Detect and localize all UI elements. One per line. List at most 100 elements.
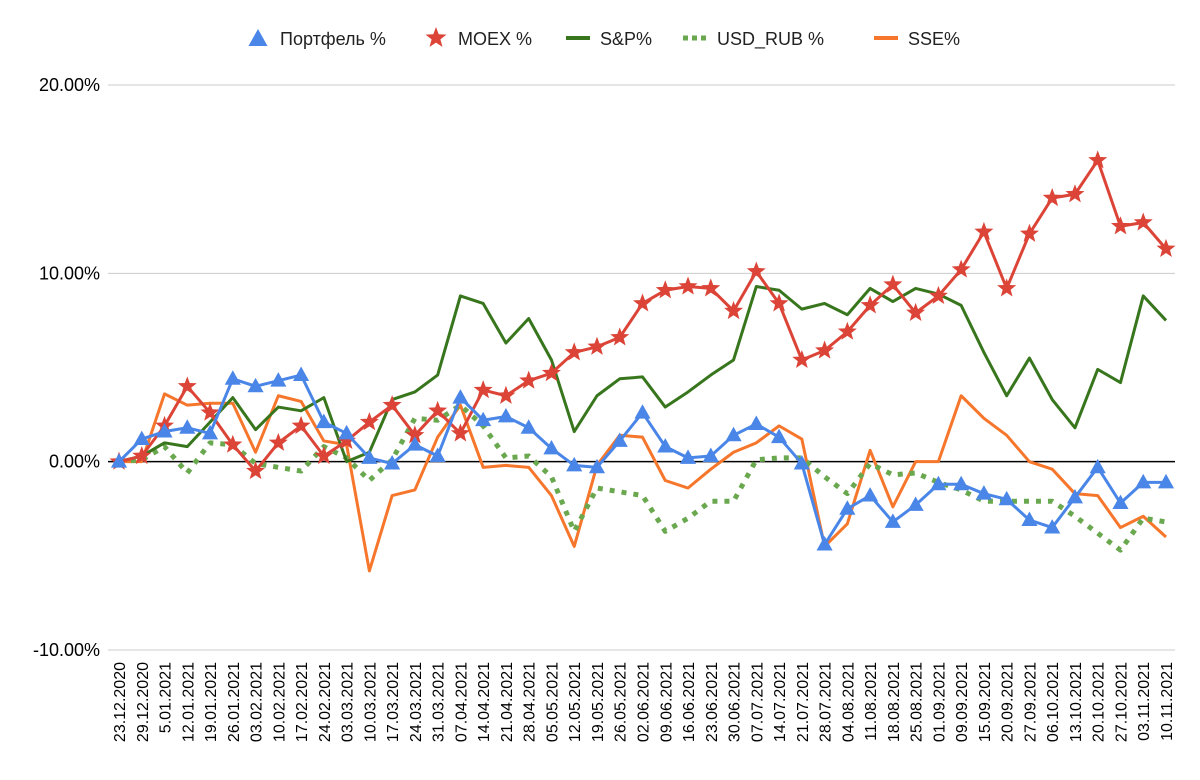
x-tick-label: 28.07.2021	[818, 662, 835, 742]
x-tick-label: 09.09.2021	[954, 662, 971, 742]
x-tick-label: 19.05.2021	[590, 662, 607, 742]
y-axis-ticks: 20.00% 10.00% 0.00% -10.00%	[33, 75, 100, 660]
series-moex	[109, 150, 1176, 480]
data-point	[634, 404, 651, 419]
series-line	[118, 285, 1168, 464]
data-point	[998, 490, 1015, 506]
x-tick-label: 18.08.2021	[886, 662, 903, 742]
data-point	[384, 455, 401, 470]
legend-label: SSE%	[908, 29, 960, 49]
data-point	[770, 428, 788, 444]
data-point	[907, 496, 924, 511]
data-point	[519, 370, 539, 389]
data-point	[1065, 184, 1085, 203]
data-point	[906, 302, 926, 321]
data-point	[1156, 238, 1176, 257]
x-tick-label: 29.12.2020	[135, 662, 152, 742]
data-point	[793, 455, 810, 470]
legend-item-s-p: S&P%	[566, 29, 652, 49]
x-tick-label: 01.09.2021	[931, 662, 948, 742]
data-point	[816, 536, 833, 551]
data-point	[837, 321, 857, 340]
data-point	[679, 449, 697, 464]
data-point	[769, 293, 789, 312]
data-point	[930, 475, 947, 491]
x-tick-label: 19.01.2021	[203, 662, 220, 742]
data-point	[541, 363, 561, 382]
data-point	[725, 426, 742, 442]
x-tick-label: 30.06.2021	[727, 662, 744, 742]
data-point	[632, 293, 653, 312]
data-point	[1021, 511, 1038, 526]
data-point	[268, 432, 288, 451]
data-point	[610, 327, 630, 346]
data-point	[543, 439, 560, 455]
data-point	[496, 385, 516, 404]
x-tick-label: 23.06.2021	[704, 662, 721, 742]
x-tick-label: 27.10.2021	[1113, 662, 1130, 742]
data-point	[133, 430, 150, 446]
x-tick-label: 04.08.2021	[840, 662, 857, 742]
x-tick-label: 12.01.2021	[180, 662, 197, 742]
data-point	[746, 261, 766, 280]
data-point	[678, 276, 698, 295]
data-point	[315, 413, 332, 429]
x-tick-label: 05.05.2021	[544, 662, 561, 742]
y-tick-label: 0.00%	[49, 452, 100, 472]
x-tick-label: 21.04.2021	[499, 662, 516, 742]
data-point	[110, 453, 128, 468]
legend-label: USD_RUB %	[717, 29, 824, 50]
data-point	[224, 370, 241, 385]
data-point	[452, 389, 469, 404]
data-point	[406, 436, 423, 451]
x-tick-label: 31.03.2021	[431, 662, 448, 742]
x-tick-label: 07.04.2021	[453, 662, 470, 742]
legend: Портфель % MOEX % S&P% USD_RUB % SSE%	[248, 27, 960, 50]
data-point	[1019, 223, 1039, 242]
legend-item-usd-rub: USD_RUB %	[683, 29, 824, 50]
data-point	[975, 485, 992, 500]
data-point	[1133, 212, 1153, 231]
x-tick-label: 10.02.2021	[271, 662, 288, 742]
data-point	[1088, 150, 1108, 169]
x-tick-label: 10.03.2021	[362, 662, 379, 742]
data-point	[588, 458, 606, 474]
x-tick-label: 21.07.2021	[795, 662, 812, 742]
data-point	[1066, 488, 1084, 504]
data-point	[293, 366, 310, 381]
legend-label: S&P%	[600, 29, 652, 49]
data-point	[177, 376, 197, 395]
legend-marker	[425, 27, 447, 47]
x-tick-label: 12.05.2021	[567, 662, 584, 742]
data-point	[473, 380, 493, 399]
x-tick-label: 09.06.2021	[658, 662, 675, 742]
legend-marker	[248, 29, 268, 46]
data-point	[405, 425, 425, 444]
x-tick-label: 07.07.2021	[749, 662, 766, 742]
data-point	[200, 402, 220, 421]
y-tick-label: 20.00%	[39, 75, 100, 95]
data-point	[566, 456, 583, 472]
series-sse	[119, 392, 1168, 573]
data-point	[951, 259, 971, 278]
data-point	[702, 447, 719, 462]
data-point	[883, 274, 903, 293]
x-tick-label: 17.03.2021	[385, 662, 402, 742]
data-point	[587, 336, 607, 355]
series-line	[118, 402, 1167, 553]
legend-label: MOEX %	[458, 29, 532, 49]
legend-item-sse: SSE%	[874, 29, 960, 49]
data-point	[520, 419, 537, 434]
data-point	[1089, 458, 1106, 474]
x-tick-label: 03.03.2021	[340, 662, 357, 742]
series-line	[118, 158, 1168, 473]
x-tick-label: 11.08.2021	[863, 662, 880, 741]
data-point	[655, 280, 675, 299]
data-point	[862, 487, 879, 502]
gridlines	[108, 84, 1175, 651]
data-point	[953, 475, 970, 491]
data-point	[223, 434, 243, 453]
data-point	[132, 446, 152, 465]
x-tick-label: 17.02.2021	[294, 662, 311, 742]
